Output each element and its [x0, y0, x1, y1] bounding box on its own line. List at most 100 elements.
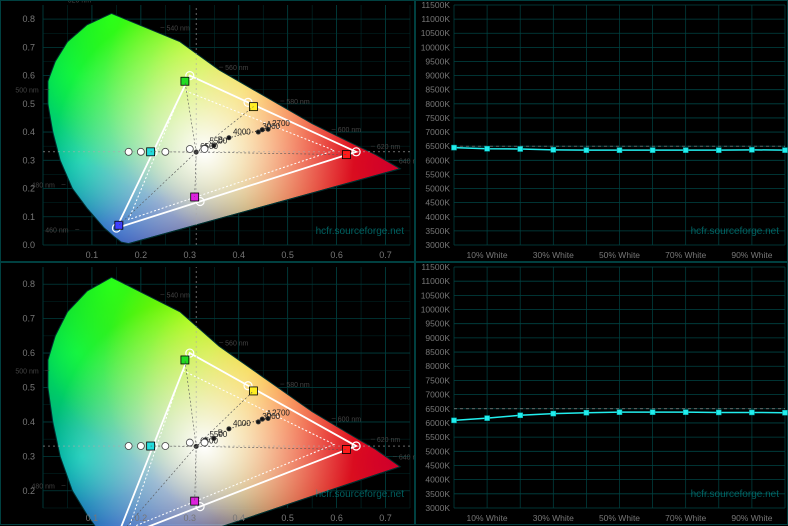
svg-text:A: A: [266, 409, 272, 418]
svg-text:11000K: 11000K: [421, 276, 450, 286]
svg-text:620 nm: 620 nm: [377, 144, 401, 151]
svg-text:4000: 4000: [233, 128, 251, 137]
svg-text:3000K: 3000K: [425, 503, 450, 513]
svg-text:0.4: 0.4: [232, 250, 245, 260]
svg-text:A: A: [266, 120, 272, 129]
svg-text:4000K: 4000K: [425, 212, 450, 222]
svg-text:50% White: 50% White: [599, 250, 640, 260]
cie-chart-panel: 27003000A4000B55006500480 nm500 nm540 nm…: [0, 262, 415, 525]
svg-text:0.6: 0.6: [22, 71, 35, 81]
svg-text:10% White: 10% White: [467, 250, 508, 260]
svg-text:0.7: 0.7: [22, 42, 35, 52]
svg-text:8500K: 8500K: [425, 85, 450, 95]
svg-text:0.0: 0.0: [22, 240, 35, 250]
svg-text:8500K: 8500K: [425, 347, 450, 357]
svg-text:11000K: 11000K: [421, 14, 450, 24]
svg-text:10000K: 10000K: [421, 42, 451, 52]
svg-text:500 nm: 500 nm: [15, 88, 39, 95]
svg-text:0.5: 0.5: [22, 99, 35, 109]
svg-text:4000: 4000: [233, 419, 251, 428]
svg-text:560 nm: 560 nm: [225, 341, 249, 348]
svg-text:70% White: 70% White: [665, 250, 706, 260]
svg-text:70% White: 70% White: [665, 513, 706, 523]
svg-text:6500K: 6500K: [425, 404, 450, 414]
svg-text:0.7: 0.7: [379, 513, 392, 523]
svg-text:0.2: 0.2: [135, 513, 148, 523]
svg-text:9000K: 9000K: [425, 333, 450, 343]
svg-text:5500K: 5500K: [425, 169, 450, 179]
svg-text:0.3: 0.3: [184, 250, 197, 260]
svg-text:540 nm: 540 nm: [166, 26, 190, 33]
svg-text:620 nm: 620 nm: [377, 437, 401, 444]
svg-text:600 nm: 600 nm: [338, 127, 362, 134]
svg-text:7000K: 7000K: [425, 127, 450, 137]
svg-text:11500K: 11500K: [421, 1, 450, 10]
svg-text:7500K: 7500K: [425, 113, 450, 123]
svg-text:8000K: 8000K: [425, 361, 450, 371]
svg-text:5500K: 5500K: [425, 432, 450, 442]
svg-text:7500K: 7500K: [425, 375, 450, 385]
svg-text:640 nm: 640 nm: [399, 158, 416, 165]
watermark: hcfr.sourceforge.net: [691, 226, 779, 237]
svg-text:4500K: 4500K: [425, 198, 450, 208]
svg-text:30% White: 30% White: [533, 513, 574, 523]
svg-text:4500K: 4500K: [425, 460, 450, 470]
svg-text:9000K: 9000K: [425, 71, 450, 81]
svg-text:0.2: 0.2: [22, 486, 35, 496]
svg-text:90% White: 90% White: [731, 513, 772, 523]
cct-chart-panel: 3000K 3500K 4000K 4500K 5000K 5500K 6000K 6500K…: [415, 0, 788, 262]
svg-text:560 nm: 560 nm: [225, 65, 249, 72]
svg-text:10000K: 10000K: [421, 305, 451, 315]
svg-text:580 nm: 580 nm: [286, 382, 310, 389]
svg-text:640 nm: 640 nm: [399, 454, 416, 461]
svg-text:480 nm: 480 nm: [32, 182, 56, 189]
svg-text:3500K: 3500K: [425, 489, 450, 499]
svg-text:6000K: 6000K: [425, 418, 450, 428]
svg-text:10500K: 10500K: [421, 28, 451, 38]
svg-text:0.8: 0.8: [22, 279, 35, 289]
svg-text:6500K: 6500K: [425, 141, 450, 151]
svg-text:90% White: 90% White: [731, 250, 772, 260]
svg-text:580 nm: 580 nm: [286, 99, 310, 106]
svg-text:3000K: 3000K: [425, 240, 450, 250]
svg-text:0.4: 0.4: [22, 417, 35, 427]
svg-text:540 nm: 540 nm: [166, 293, 190, 300]
svg-text:0.3: 0.3: [22, 155, 35, 165]
svg-text:5000K: 5000K: [425, 184, 450, 194]
svg-text:600 nm: 600 nm: [338, 416, 362, 423]
cie-chart-panel: 27003000A4000B55006500460 nm480 nm500 nm…: [0, 0, 415, 262]
watermark: hcfr.sourceforge.net: [316, 489, 404, 500]
svg-text:11500K: 11500K: [421, 263, 450, 272]
svg-text:0.3: 0.3: [184, 513, 197, 523]
svg-text:10% White: 10% White: [467, 513, 508, 523]
svg-text:3500K: 3500K: [425, 226, 450, 236]
svg-text:0.7: 0.7: [379, 250, 392, 260]
svg-text:5000K: 5000K: [425, 446, 450, 456]
svg-text:30% White: 30% White: [533, 250, 574, 260]
cct-chart-panel: 3000K 3500K 4000K 4500K 5000K 5500K 6000K 6500K…: [415, 262, 788, 525]
svg-text:500 nm: 500 nm: [15, 368, 39, 375]
svg-text:9500K: 9500K: [425, 319, 450, 329]
svg-text:0.1: 0.1: [86, 513, 99, 523]
svg-text:520 nm: 520 nm: [68, 1, 92, 4]
svg-text:0.4: 0.4: [22, 127, 35, 137]
svg-text:6000K: 6000K: [425, 155, 450, 165]
svg-text:0.1: 0.1: [22, 212, 35, 222]
svg-text:0.4: 0.4: [232, 513, 245, 523]
svg-text:0.8: 0.8: [22, 14, 35, 24]
svg-text:10500K: 10500K: [421, 290, 451, 300]
svg-text:8000K: 8000K: [425, 99, 450, 109]
svg-text:0.3: 0.3: [22, 451, 35, 461]
watermark: hcfr.sourceforge.net: [691, 489, 779, 500]
svg-text:50% White: 50% White: [599, 513, 640, 523]
svg-text:9500K: 9500K: [425, 56, 450, 66]
svg-text:0.6: 0.6: [330, 513, 343, 523]
svg-text:480 nm: 480 nm: [32, 484, 56, 491]
svg-text:0.5: 0.5: [281, 513, 294, 523]
svg-text:4000K: 4000K: [425, 475, 450, 485]
svg-text:0.5: 0.5: [281, 250, 294, 260]
svg-text:0.6: 0.6: [330, 250, 343, 260]
svg-text:0.6: 0.6: [22, 348, 35, 358]
svg-text:0.2: 0.2: [22, 184, 35, 194]
svg-text:7000K: 7000K: [425, 390, 450, 400]
